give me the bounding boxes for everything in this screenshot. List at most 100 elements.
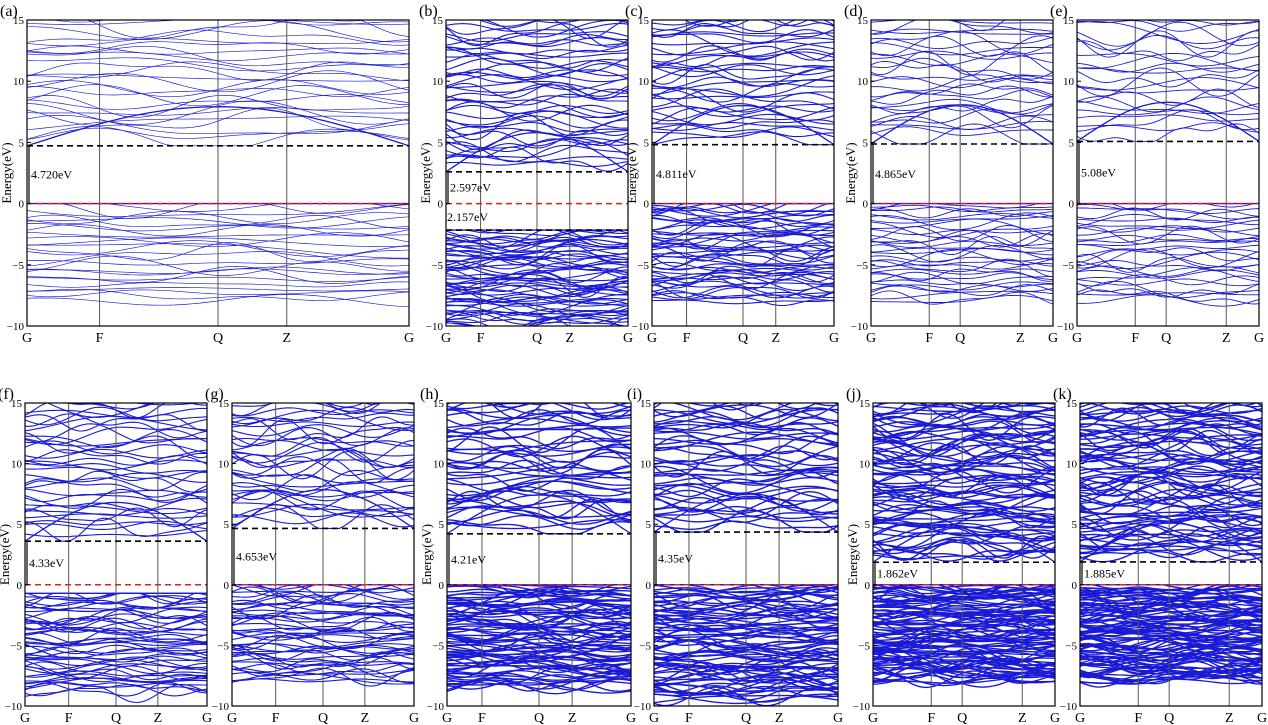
conduction-band [1077, 67, 1259, 97]
panel-k: 1.885eV −10 −5 0 5 10 15 G F Q Z G (k) [1053, 381, 1267, 725]
conduction-band [873, 541, 1055, 562]
y-tick-label: −10 [851, 321, 869, 333]
conduction-band [1077, 12, 1259, 19]
kpoint-label: Z [1222, 331, 1231, 346]
conduction-band [232, 385, 414, 392]
y-tick-label: 0 [644, 199, 650, 211]
valence-band [871, 221, 1053, 238]
conduction-band [446, 0, 628, 14]
panel-label: (g) [205, 386, 224, 403]
conduction-band [871, 28, 1053, 35]
y-tick-label: −10 [632, 321, 650, 333]
y-tick-label: 0 [224, 580, 230, 592]
kpoint-label: Q [955, 331, 965, 346]
conduction-band [1080, 438, 1262, 463]
panel-i: 4.35eV −10 −5 0 5 10 15 G F Q Z G (i) [627, 386, 843, 725]
conduction-band [873, 486, 1055, 499]
kpoint-label: G [833, 711, 843, 725]
conduction-band [871, 20, 1053, 24]
y-tick-label: 10 [432, 76, 444, 88]
valence-band [1077, 207, 1259, 215]
panel-label: (b) [419, 3, 438, 20]
kpoint-label: F [1134, 711, 1142, 725]
conduction-band [1128, 403, 1171, 405]
kpoint-label: F [272, 711, 280, 725]
conduction-band [1077, 20, 1259, 32]
kpoint-label: G [623, 331, 633, 346]
conduction-band [1077, 53, 1259, 67]
conduction-band [871, 61, 1053, 83]
valence-band [1077, 247, 1259, 264]
y-tick-label: 5 [224, 519, 230, 531]
valence-band [1077, 274, 1259, 287]
valence-band [1077, 244, 1259, 251]
conduction-band [950, 20, 1006, 32]
plot-frame [24, 402, 208, 707]
conduction-band [1077, 53, 1259, 71]
conduction-band [871, 74, 1053, 81]
kpoint-label: F [96, 331, 104, 346]
conduction-band [871, 0, 1053, 11]
y-tick-label: −10 [1060, 701, 1078, 713]
kpoint-label: Z [775, 711, 784, 725]
y-tick-label: −10 [5, 701, 23, 713]
conduction-band [447, 386, 631, 394]
plot-frame [872, 402, 1056, 707]
conduction-band [873, 512, 1055, 537]
conduction-band [873, 474, 1055, 497]
gap-label: 4.35eV [658, 551, 693, 565]
valence-band [871, 284, 1053, 297]
second-gap-label: 2.157eV [447, 210, 488, 224]
conduction-band [873, 512, 1055, 529]
y-tick-label: 10 [13, 76, 25, 88]
valence-band [1080, 637, 1262, 644]
y-tick-label: −5 [217, 640, 229, 652]
conduction-band [1080, 423, 1262, 436]
y-axis-label: Energy(eV) [0, 524, 12, 585]
conduction-band [712, 20, 810, 27]
conduction-band [1080, 488, 1262, 506]
conduction-band [27, 7, 409, 17]
conduction-band [1077, 109, 1259, 132]
kpoint-label: Z [1016, 331, 1025, 346]
plot-frame [651, 19, 835, 327]
conduction-band [873, 403, 1055, 420]
y-tick-label: −5 [637, 260, 649, 272]
conduction-band [873, 491, 1055, 509]
kpoint-label: F [683, 331, 691, 346]
plot-frame [445, 19, 629, 327]
conduction-band [1080, 381, 1262, 397]
valence-band [871, 255, 1053, 263]
y-tick-label: 5 [1072, 519, 1078, 531]
conduction-band [871, 42, 1053, 56]
kpoint-label: Q [318, 711, 328, 725]
y-tick-label: 0 [439, 580, 445, 592]
conduction-band [902, 20, 919, 21]
conduction-band [1077, 88, 1259, 108]
conduction-band [871, 36, 1053, 50]
valence-band [871, 290, 1053, 305]
conduction-band [871, 74, 1053, 92]
valence-band [873, 651, 1055, 661]
conduction-band [871, 50, 1053, 60]
y-tick-label: 5 [439, 519, 445, 531]
kpoint-label: F [927, 711, 935, 725]
conduction-band [873, 535, 1055, 559]
valence-band [1077, 280, 1259, 299]
y-tick-label: 5 [1069, 137, 1075, 149]
y-tick-label: −10 [853, 701, 871, 713]
y-tick-label: 0 [17, 580, 23, 592]
valence-band [1077, 204, 1259, 220]
kpoint-label: G [866, 331, 876, 346]
conduction-band [51, 20, 369, 23]
valence-band [873, 663, 1055, 679]
conduction-band [873, 535, 1055, 552]
kpoint-label: F [685, 711, 693, 725]
valence-band [1077, 253, 1259, 273]
valence-band [871, 268, 1053, 275]
conduction-band [1077, 21, 1259, 47]
conduction-band [873, 405, 1055, 417]
y-tick-label: 0 [1072, 580, 1078, 592]
plot-frame [870, 19, 1054, 327]
